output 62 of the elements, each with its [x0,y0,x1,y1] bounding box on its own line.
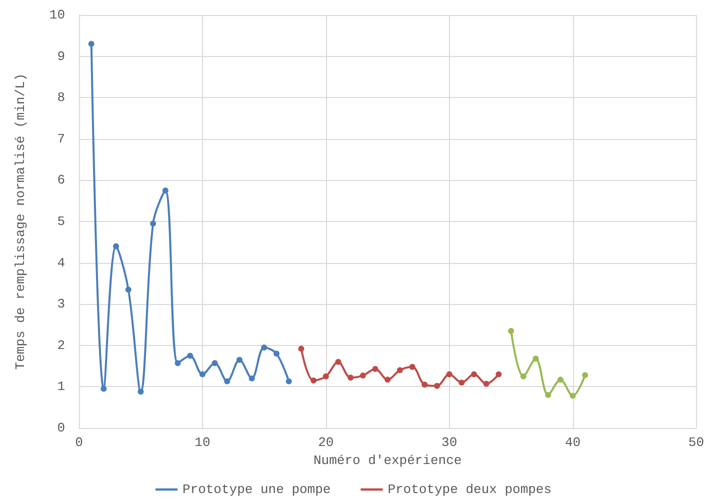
point [224,378,230,384]
point [113,243,120,250]
point [409,364,416,370]
point [360,372,366,379]
point [570,392,576,399]
y-tick-label: 3 [57,296,65,312]
x-tick-label: 20 [318,435,334,450]
y-tick-label: 5 [57,214,65,229]
point [236,356,242,363]
y-axis-title: Temps de remplissage normalisé (min/L) [13,73,28,370]
x-tick-label: 40 [564,435,581,450]
y-tick-label: 7 [57,131,65,146]
point [508,328,514,334]
point [125,286,132,293]
point [248,375,255,382]
point [335,358,342,365]
point [458,380,465,386]
point [422,382,428,388]
point [396,367,403,374]
point [471,371,478,378]
y-tick-label: 4 [57,255,66,270]
y-tick-label: 8 [57,90,65,106]
point [348,374,354,381]
point [162,188,168,194]
point [274,350,280,357]
x-tick-label: 30 [442,435,458,450]
point [88,40,94,47]
point [582,372,588,378]
point [298,346,304,352]
point [384,376,391,383]
point [532,356,539,362]
point [138,388,144,395]
legend-label: Prototype deux pompes [388,482,552,497]
point [322,373,329,380]
x-tick-label: 0 [75,435,83,450]
point [212,360,218,366]
point [100,386,107,392]
x-tick-label: 10 [194,435,210,450]
point [150,220,156,227]
point [434,382,440,389]
point [174,360,181,366]
point [372,366,378,372]
x-tick-label: 50 [688,435,704,450]
point [545,392,552,398]
y-tick-label: 10 [49,8,65,22]
y-tick-label: 1 [57,379,66,394]
x-axis-title: Numéro d'expérience [313,452,462,468]
point [557,376,564,383]
y-tick-label: 9 [57,48,65,64]
point [199,371,206,378]
y-tick-label: 6 [57,172,65,188]
point [261,344,268,350]
point [520,373,526,380]
point [286,378,292,384]
point [446,371,452,378]
point [496,371,502,378]
y-tick-label: 0 [57,420,65,436]
y-tick-label: 2 [57,338,65,353]
point [187,352,194,359]
point [310,378,317,384]
point [483,380,490,387]
legend-label: Prototype une pompe [182,482,331,497]
